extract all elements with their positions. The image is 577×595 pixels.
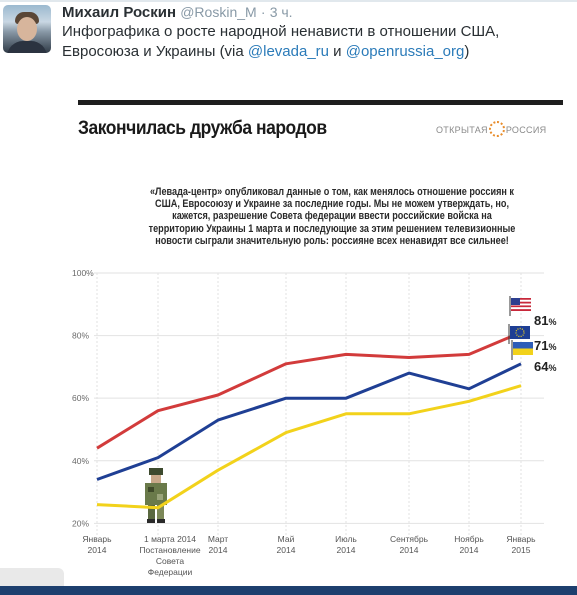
end-value-label: 81% (534, 313, 556, 328)
x-tick-label: Май 2014 (277, 534, 296, 555)
y-tick-label: 60% (72, 393, 89, 403)
soldier-camo (157, 494, 163, 500)
infographic-top-rule (78, 100, 563, 105)
y-tick-label: 40% (72, 456, 89, 466)
end-value-labels: 81%71%64% (534, 313, 556, 374)
x-tick-label-line: 2014 (88, 545, 107, 555)
end-value-number: 64 (534, 359, 549, 374)
x-tick-label-line: 2014 (277, 545, 296, 555)
x-tick-label: Сентябрь 2014 (390, 534, 429, 555)
x-tick-label-line: Постановление (139, 545, 200, 555)
flag-stripe (511, 307, 531, 310)
x-tick-label-line: Январь (82, 534, 112, 544)
end-value-unit: % (548, 342, 556, 352)
tweet-text-end: ) (464, 43, 470, 60)
x-tick-label-line: Ноябрь (454, 534, 484, 544)
author-handle[interactable]: @Roskin_M (180, 4, 257, 20)
soldier-face (151, 475, 161, 483)
x-tick-label-line: Май (278, 534, 295, 544)
author-name[interactable]: Михаил Роскин (62, 4, 177, 21)
tweet-text: Инфографика о росте народной ненависти в… (62, 22, 572, 62)
soldier-leg (157, 505, 164, 519)
x-tick-label: 1 марта 2014 Постановление Совета Федерации (139, 534, 200, 577)
infographic-image[interactable]: Закончилась дружба народов ОТКРЫТАЯ РОССИ… (64, 94, 577, 595)
tweet-text-and: и (329, 43, 346, 60)
tweet-header: Михаил Роскин @Roskin_M · 3 ч. (62, 4, 293, 21)
x-tick-label: Январь 2014 (82, 534, 112, 555)
flag-stripe (511, 301, 531, 304)
series-line-ukraine (96, 384, 522, 510)
mention-openrussia[interactable]: @openrussia_org (345, 43, 465, 60)
soldier-leg (148, 505, 155, 519)
x-tick-label-line: 1 марта 2014 (144, 534, 196, 544)
x-tick-label-line: Сентябрь (390, 534, 429, 544)
sun-icon (488, 121, 505, 137)
soldier-body (145, 483, 167, 505)
top-divider (0, 0, 577, 2)
series-line-eu (96, 362, 522, 481)
x-tick-label-line: Июль (335, 534, 357, 544)
soldier-camo (148, 487, 154, 492)
end-value-number: 71 (534, 338, 548, 353)
x-tick-label-line: 2015 (512, 545, 531, 555)
y-axis-labels: 20% 40% 60% 80% 100% (72, 268, 94, 528)
logo-text-left: ОТКРЫТАЯ (436, 124, 488, 135)
flag-stripe (511, 303, 531, 306)
chart-flags (508, 296, 533, 360)
x-tick-label-line: 2014 (209, 545, 228, 555)
infographic-description: «Левада-центр» опубликовал данные о том,… (148, 186, 516, 247)
infographic-title: Закончилась дружба народов (78, 118, 327, 139)
x-tick-label-line: Совета (156, 556, 185, 566)
flag-stripe (511, 298, 531, 300)
series-line-usa (96, 331, 522, 450)
end-value-number: 81 (534, 313, 548, 328)
soldier-helmet (149, 468, 163, 475)
flag-field (510, 326, 530, 339)
flag-stripe (511, 309, 531, 311)
soldier-boot (147, 519, 155, 523)
end-value-unit: % (548, 363, 556, 373)
avatar-face (17, 17, 37, 41)
open-russia-logo: ОТКРЫТАЯ РОССИЯ (436, 121, 547, 137)
time-separator: · (260, 4, 266, 20)
flag-bottom (513, 348, 533, 355)
usa-flag-icon (509, 296, 531, 316)
x-tick-label-line: 2014 (400, 545, 419, 555)
y-tick-label: 80% (72, 331, 89, 341)
x-tick-label-line: Март (208, 534, 228, 544)
flag-stars (515, 327, 525, 338)
end-value-label: 64% (534, 359, 556, 374)
ukraine-flag-icon (511, 340, 533, 360)
soldier-boot (157, 519, 165, 523)
x-tick-label: Ноябрь 2014 (454, 534, 484, 555)
x-tick-label: Январь 2015 (506, 534, 536, 555)
mention-levada[interactable]: @levada_ru (247, 43, 330, 60)
tweet-text-main: Инфографика о росте народной ненависти в… (62, 23, 500, 60)
flag-stripe (511, 305, 531, 308)
x-tick-label-line: 2014 (337, 545, 356, 555)
y-tick-label: 100% (72, 268, 94, 278)
avatar-body (7, 41, 47, 53)
x-tick-label-line: Федерации (148, 567, 193, 577)
eu-flag-icon (508, 324, 530, 344)
flag-stripe (511, 299, 531, 302)
user-avatar[interactable] (3, 5, 51, 53)
bottom-bar (0, 586, 577, 595)
tweet-time[interactable]: 3 ч. (269, 4, 293, 20)
x-tick-label: Июль 2014 (335, 534, 357, 555)
soldier-figure (145, 468, 167, 523)
chart-series (96, 331, 522, 510)
end-value-unit: % (548, 317, 556, 327)
end-value-label: 71% (534, 338, 556, 353)
chart-grid (94, 272, 544, 539)
logo-text-right: РОССИЯ (505, 124, 547, 135)
x-tick-label: Март 2014 (208, 534, 228, 555)
flag-canton (511, 298, 520, 305)
flag-top (513, 342, 533, 349)
x-tick-label-line: 2014 (460, 545, 479, 555)
x-tick-label-line: Январь (506, 534, 536, 544)
y-tick-label: 20% (72, 518, 89, 528)
